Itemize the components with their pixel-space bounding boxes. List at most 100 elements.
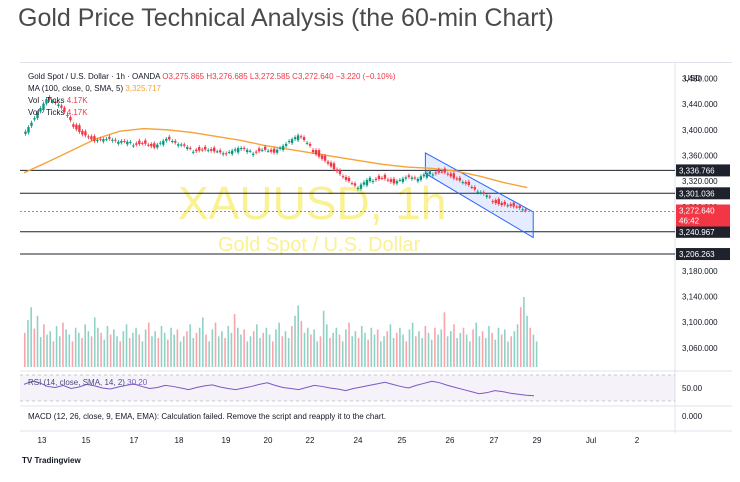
volume-bar	[322, 310, 325, 367]
x-tick-label: 25	[398, 436, 407, 445]
candle-body	[114, 139, 117, 141]
volume-bar	[370, 327, 373, 367]
volume-bar	[87, 331, 90, 367]
candle-body	[263, 146, 267, 150]
volume-bar	[316, 341, 319, 367]
volume-bar	[481, 331, 484, 367]
volume-bar	[278, 322, 280, 367]
volume-bar	[434, 327, 436, 367]
candle-body	[353, 183, 357, 186]
volume-bar	[484, 337, 487, 367]
volume-bar	[510, 336, 512, 367]
candle-body	[129, 141, 132, 143]
candle-body	[419, 176, 423, 180]
candle-body	[395, 181, 399, 184]
volume-bar	[227, 326, 230, 367]
legend-volume-label-2[interactable]: Vol · Ticks	[28, 108, 65, 117]
candle-body	[275, 149, 279, 153]
macd-axis-label: 0.000	[682, 412, 703, 421]
candle-body	[93, 136, 96, 142]
candle-body	[63, 107, 66, 112]
volume-bar	[192, 337, 195, 367]
rsi-label: RSI (14, close, SMA, 14, 2)	[28, 378, 125, 387]
candle-body	[156, 144, 159, 148]
volume-bar	[357, 337, 360, 367]
volume-bar	[402, 334, 404, 367]
candle-body	[335, 169, 339, 172]
volume-bar	[122, 331, 125, 367]
current-price-label: 3,272.640	[679, 207, 715, 216]
volume-bar	[529, 327, 532, 367]
macd-legend[interactable]: MACD (12, 26, close, 9, EMA, EMA): Calcu…	[28, 412, 386, 421]
candle-body	[452, 173, 456, 179]
x-tick-label: 29	[533, 436, 542, 445]
volume-bar	[326, 324, 328, 367]
volume-bar	[27, 320, 29, 367]
legend-ma-label[interactable]: MA (100, close, 0, SMA, 5)	[28, 84, 124, 93]
volume-bar	[230, 332, 233, 367]
candle-body	[84, 131, 87, 136]
candle-body	[290, 139, 294, 144]
volume-bar	[33, 328, 36, 367]
volume-bar	[449, 331, 452, 367]
volume-bar	[55, 326, 58, 367]
candle-body	[380, 178, 384, 180]
candle-body	[320, 155, 324, 159]
candle-body	[108, 136, 111, 139]
candle-body	[207, 150, 210, 152]
volume-bar	[58, 336, 61, 367]
candle-body	[221, 153, 225, 155]
volume-bar	[189, 324, 191, 367]
volume-bar	[151, 336, 153, 367]
candle-body	[437, 169, 441, 173]
x-tick-label: 13	[38, 436, 47, 445]
volume-bar	[453, 324, 455, 367]
candle-body	[515, 206, 518, 208]
candle-body	[329, 162, 333, 167]
volume-bar	[233, 314, 236, 367]
candle-body	[75, 124, 78, 130]
volume-bar	[348, 322, 350, 367]
volume-bar	[284, 331, 287, 367]
candle-body	[78, 125, 81, 132]
volume-bar	[138, 334, 141, 367]
candle-body	[314, 150, 318, 155]
candle-body	[42, 103, 45, 111]
level-label: 3,206.263	[679, 250, 715, 259]
rsi-value: 30.20	[127, 378, 148, 387]
volume-bar	[526, 315, 528, 367]
volume-bar	[74, 327, 77, 367]
candle-body	[416, 178, 420, 182]
legend-volume-label[interactable]: Vol · Ticks	[28, 96, 65, 105]
rsi-legend[interactable]: RSI (14, close, SMA, 14, 2) 30.20	[28, 378, 147, 387]
chart-container[interactable]: USD 3,480.000 3,440.000 3,400.000 3,360.000 3…	[20, 62, 732, 477]
volume-bar	[281, 336, 284, 367]
x-tick-label: 27	[490, 436, 499, 445]
volume-bar	[408, 329, 411, 367]
volume-bar	[459, 332, 462, 367]
legend-symbol[interactable]: Gold Spot / U.S. Dollar · 1h · OANDA	[28, 72, 161, 81]
y-tick-label: 3,400.000	[682, 126, 718, 135]
legend-ohlc: O3,275.865 H3,276.685 L3,272.585 C3,272.…	[162, 72, 396, 81]
volume-bar	[392, 337, 395, 367]
candle-body	[27, 127, 30, 133]
volume-bar	[504, 329, 506, 367]
volume-bar	[446, 336, 449, 367]
volume-bar	[167, 339, 169, 367]
candle-body	[216, 151, 219, 153]
candle-body	[404, 177, 408, 179]
candle-body	[446, 173, 450, 175]
candle-body	[467, 181, 471, 185]
candle-body	[299, 136, 303, 138]
candle-body	[362, 182, 366, 185]
level-label: 3,336.766	[679, 166, 715, 175]
candle-body	[338, 170, 342, 175]
candle-body	[524, 209, 527, 211]
volume-bar	[221, 331, 223, 367]
candle-body	[365, 180, 369, 186]
volume-bar	[252, 331, 255, 367]
volume-bar	[335, 327, 338, 367]
candle-body	[177, 144, 180, 146]
volume-bar	[399, 327, 401, 367]
